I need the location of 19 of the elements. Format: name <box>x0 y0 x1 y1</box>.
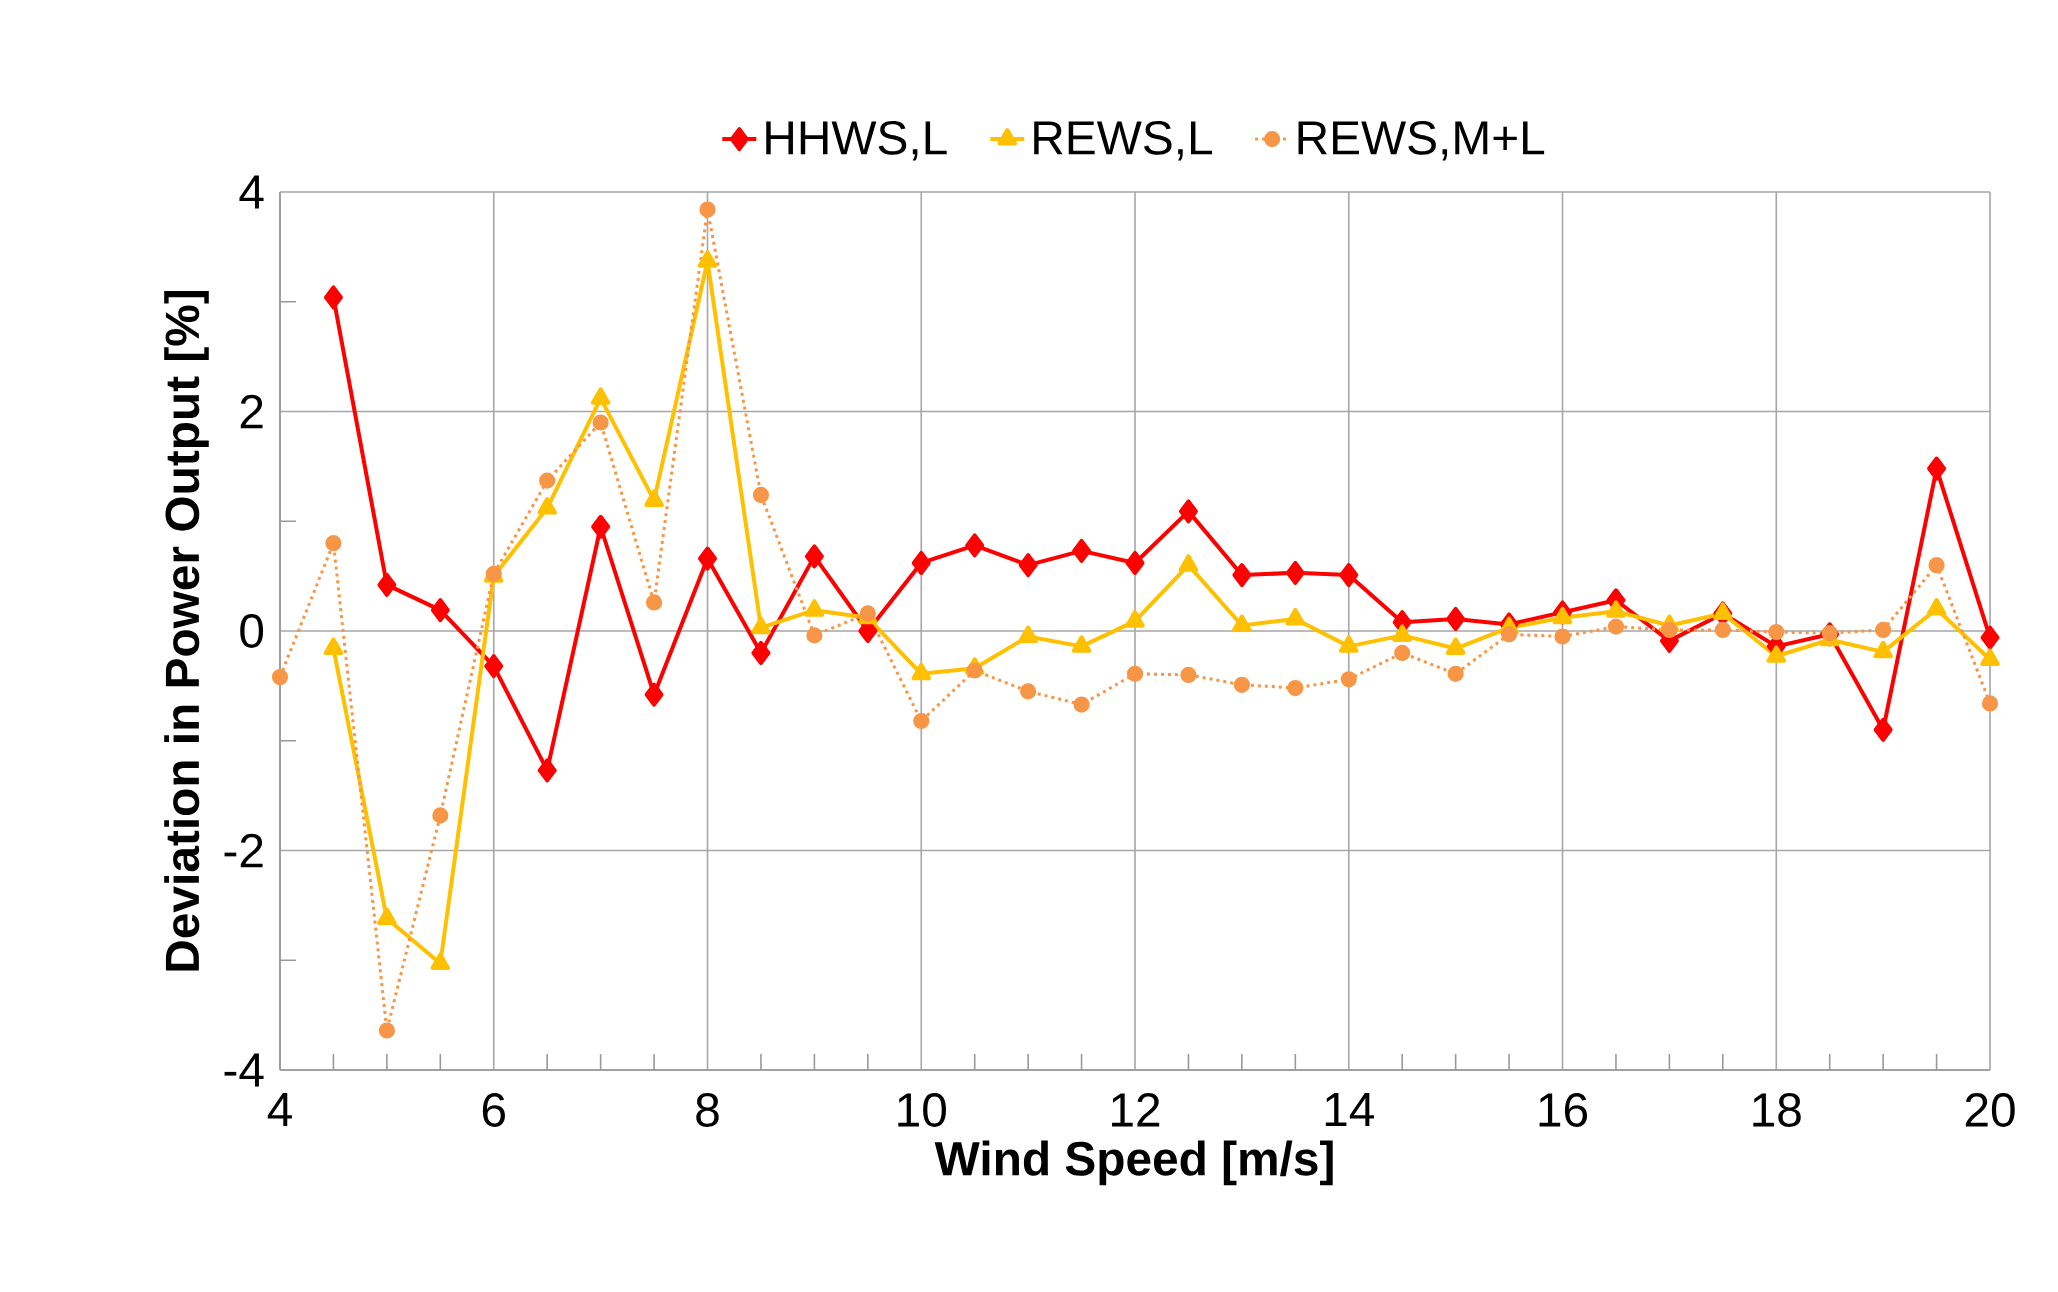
y-tick-label: -2 <box>224 833 263 868</box>
x-tick-label: 16 <box>1539 1093 1588 1127</box>
x-tick-label: 8 <box>696 1093 719 1127</box>
y-tick-label: 4 <box>239 175 264 209</box>
y-tick-label: 0 <box>240 614 264 648</box>
x-tick-label: 12 <box>1112 1093 1160 1127</box>
y-tick-label: 2 <box>240 394 263 429</box>
x-axis-title: Wind Speed [m/s] <box>934 1140 1333 1186</box>
legend-label: REWS,L <box>1034 120 1213 161</box>
x-tick-label: 4 <box>267 1093 292 1126</box>
legend-label: REWS,M+L <box>1298 120 1545 161</box>
y-axis-title: Deviation in Power Output [%] <box>164 290 209 971</box>
x-tick-label: 10 <box>898 1093 946 1127</box>
y-tick-label: -4 <box>224 1053 264 1087</box>
x-tick-label: 6 <box>482 1093 505 1127</box>
x-tick-label: 14 <box>1325 1093 1374 1126</box>
legend-label: HHWS,L <box>766 120 947 161</box>
x-tick-label: 20 <box>1965 1093 2015 1127</box>
x-tick-label: 18 <box>1753 1093 1801 1127</box>
